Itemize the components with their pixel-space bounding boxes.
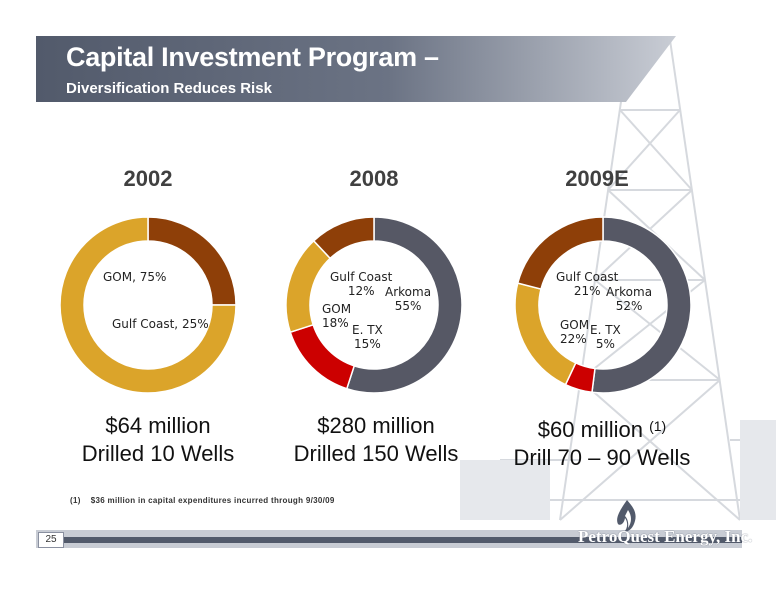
summary-2009e-wells: Drill 70 – 90 Wells bbox=[513, 445, 691, 470]
year-2002: 2002 bbox=[123, 166, 173, 191]
slice-2002-gom bbox=[59, 216, 237, 394]
page-title: Capital Investment Program – bbox=[66, 42, 439, 72]
summary-2008: $280 million Drilled 150 Wells bbox=[256, 412, 496, 468]
slice-label-2009e-gulf-coast: Gulf Coast 21% bbox=[556, 270, 619, 298]
slice-2002-gulf-coast bbox=[147, 216, 237, 306]
slice-2009e-arkoma bbox=[591, 216, 692, 394]
donut-chart-2008 bbox=[285, 216, 463, 394]
slice-label-2002-gulf-coast: Gulf Coast, 25% bbox=[112, 317, 209, 331]
title-band bbox=[36, 36, 676, 102]
year-2008: 2008 bbox=[349, 166, 399, 191]
slice-label-2008-arkoma: Arkoma 55% bbox=[385, 285, 432, 313]
slice-2008-arkoma bbox=[345, 216, 463, 394]
summary-2002-wells: Drilled 10 Wells bbox=[81, 441, 235, 466]
slice-label-2009e-gom: GOM 22% bbox=[560, 318, 590, 346]
slice-2008-gulf-coast bbox=[312, 216, 375, 260]
year-2009e: 2009E bbox=[565, 166, 629, 191]
slice-label-2009e-etx: E. TX 5% bbox=[590, 323, 621, 351]
slice-2008-e-tx bbox=[289, 323, 356, 390]
slice-label-2002-gom: GOM, 75% bbox=[103, 270, 167, 284]
summary-2009e-amount: $60 million bbox=[537, 417, 643, 442]
summary-2008-amount: $280 million bbox=[317, 413, 435, 438]
page-subtitle: Diversification Reduces Risk bbox=[66, 80, 272, 97]
summary-2002: $64 million Drilled 10 Wells bbox=[38, 412, 278, 468]
flame-logo-icon bbox=[617, 500, 636, 532]
page-number: 25 bbox=[38, 532, 64, 548]
slice-label-2008-gom: GOM 18% bbox=[322, 302, 352, 330]
slice-label-2008-etx: E. TX 15% bbox=[352, 323, 383, 351]
footnote-reference: (1) bbox=[649, 418, 667, 434]
summary-2002-amount: $64 million bbox=[105, 413, 211, 438]
slice-label-2008-gulf-coast: Gulf Coast 12% bbox=[330, 270, 393, 298]
oil-rig-illustration bbox=[460, 39, 776, 521]
donut-chart-2002 bbox=[59, 216, 237, 394]
company-logo: PetroQuest Energy, Inc. bbox=[578, 527, 753, 546]
slice-2009e-gulf-coast bbox=[516, 216, 604, 290]
summary-2009e: $60 million (1) Drill 70 – 90 Wells bbox=[482, 412, 722, 472]
slice-label-2009e-arkoma: Arkoma 52% bbox=[606, 285, 653, 313]
footer-bar-stripe bbox=[64, 537, 742, 543]
footnote: (1) $36 million in capital expenditures … bbox=[70, 496, 335, 505]
summary-2008-wells: Drilled 150 Wells bbox=[293, 441, 459, 466]
donut-chart-2009e bbox=[514, 216, 692, 394]
